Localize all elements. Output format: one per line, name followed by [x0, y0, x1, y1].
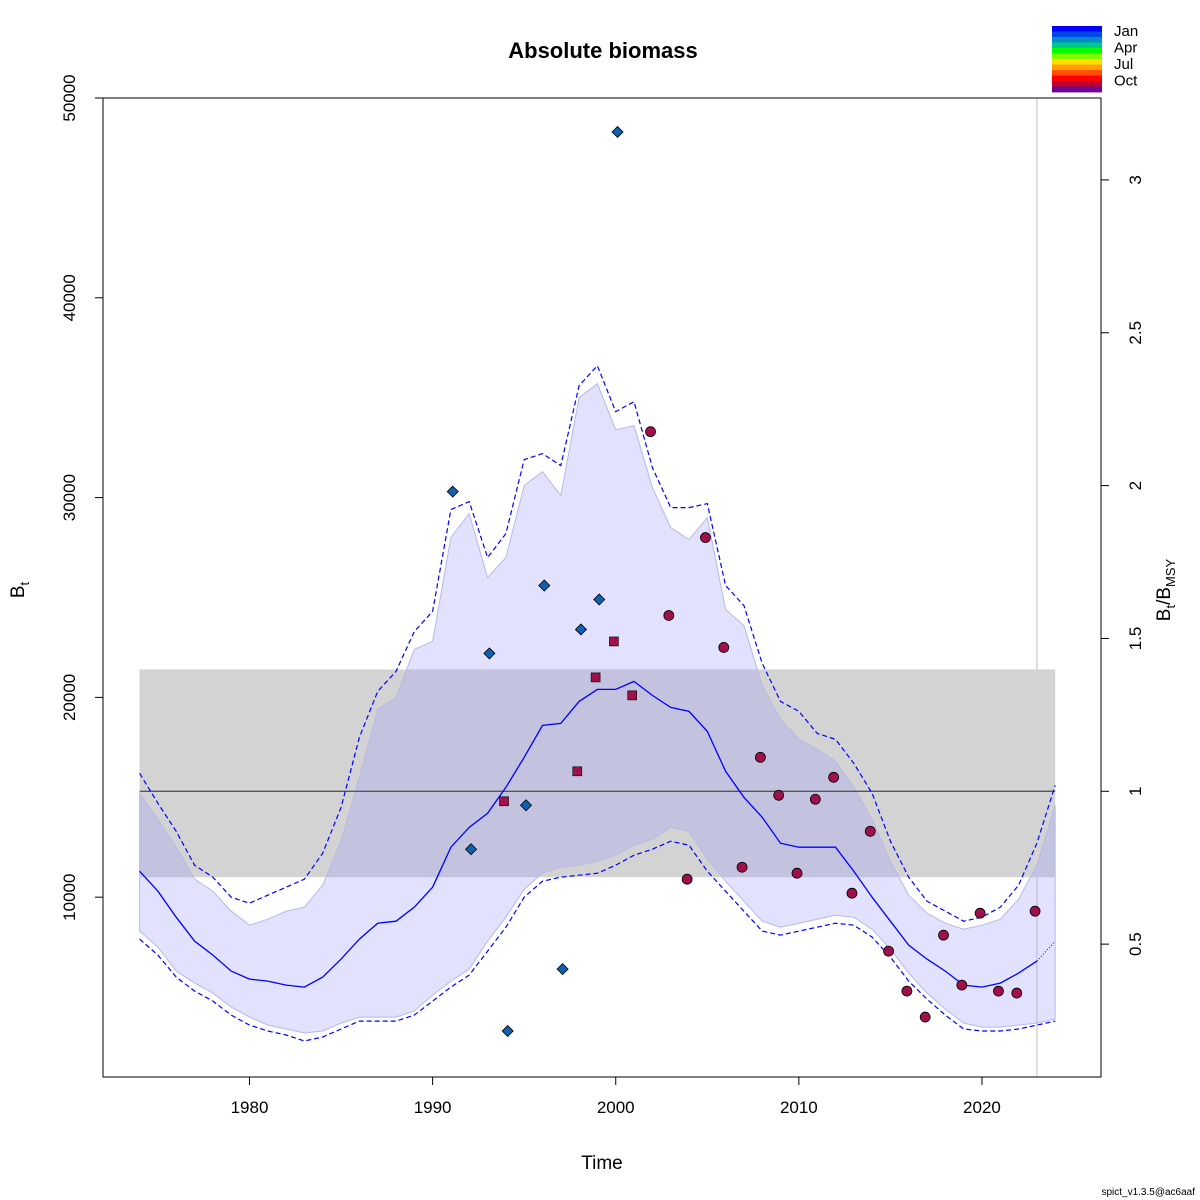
bmsy-confidence-band [139, 669, 1056, 878]
y-axis-label-sub: t [17, 581, 32, 585]
y2-label-sub-msy: MSY [1163, 558, 1178, 587]
index2-point [627, 690, 638, 701]
index3-point [700, 532, 711, 543]
lower-ci-line [139, 840, 1056, 1042]
confidence-fill-layer [139, 382, 1056, 1034]
index3-point [791, 867, 803, 879]
legend-swatch [1052, 37, 1102, 43]
index3-point [828, 771, 840, 783]
index2-point [572, 766, 583, 777]
index1-point [593, 593, 606, 606]
y-axis-label-main: B [8, 585, 29, 598]
index3-point [681, 873, 693, 885]
index1-point [611, 125, 624, 139]
biomass-ci-fill [139, 382, 1056, 1034]
index1-point [483, 647, 496, 660]
x-tick-label: 1990 [414, 1098, 452, 1117]
biomass-estimate-line [139, 680, 1038, 988]
legend-swatch [1052, 31, 1102, 38]
legend-swatch [1052, 53, 1102, 60]
y2-tick-label: 0.5 [1126, 932, 1145, 956]
x-tick-label: 2020 [963, 1098, 1001, 1117]
index1-point [538, 579, 551, 592]
y2-label-b: B [1154, 609, 1175, 622]
index3-point [993, 985, 1004, 997]
y2-tick-label: 1 [1126, 787, 1145, 796]
x-tick-label: 1980 [231, 1098, 269, 1117]
index3-point [645, 426, 656, 438]
version-label: spict_v1.3.5@ac6aaf [1101, 1187, 1195, 1198]
index1-point [556, 963, 569, 976]
index3-point [718, 642, 730, 653]
index3-point [864, 825, 876, 837]
index1-point [465, 843, 478, 856]
legend-label: Jul [1114, 56, 1133, 73]
legend-swatch [1052, 70, 1102, 76]
y2-tick-label: 3 [1126, 175, 1145, 184]
y-tick-label: 40000 [60, 274, 79, 321]
index3-point [974, 907, 986, 919]
index3-point [919, 1011, 931, 1023]
index3-point [956, 979, 968, 991]
index1-point [519, 799, 533, 812]
series-lines-layer [139, 364, 1056, 1042]
index3-point [663, 610, 675, 621]
index3-point [736, 861, 748, 873]
plot-frame [102, 97, 1102, 1078]
y2-tick-label: 2.5 [1126, 321, 1145, 345]
y2-tick-label: 2 [1126, 481, 1145, 490]
index2-point [499, 796, 509, 807]
index3-point [773, 789, 785, 801]
legend-swatch [1052, 26, 1102, 32]
y-tick-label: 20000 [60, 674, 79, 721]
index3-point [1029, 905, 1041, 917]
legend-label: Oct [1114, 73, 1138, 90]
legend-swatch [1052, 75, 1102, 82]
index3-point [1011, 987, 1023, 999]
index1-point [501, 1024, 514, 1038]
legend-swatch [1052, 59, 1102, 65]
index1-point [446, 485, 459, 498]
observation-points-layer [446, 125, 1041, 1038]
index3-point [846, 887, 858, 899]
index2-point [590, 672, 601, 683]
legend-swatch [1052, 86, 1102, 93]
x-tick-label: 2000 [597, 1098, 635, 1117]
x-tick-label: 2010 [780, 1098, 818, 1117]
legend-label: Jan [1114, 23, 1138, 40]
index2-point [609, 636, 619, 647]
y2-axis: 0.5 1 1.5 2 2.5 3 [1101, 175, 1145, 956]
index3-point [754, 751, 766, 763]
y-axis-label: Bt [8, 581, 32, 598]
legend-swatch [1052, 81, 1102, 87]
index1-point [574, 623, 588, 636]
y-tick-label: 10000 [60, 874, 79, 921]
y2-axis-label: Bt/BMSY [1154, 558, 1178, 621]
index3-point [809, 793, 821, 805]
chart-title: Absolute biomass [508, 38, 697, 63]
legend-swatch [1052, 42, 1102, 49]
bmsy-band-layer [139, 98, 1056, 1077]
y-tick-label: 30000 [60, 474, 79, 521]
index3-point [883, 945, 894, 957]
index3-point [901, 985, 913, 997]
index3-point [938, 929, 949, 941]
y2-label-sub-t: t [1163, 605, 1178, 609]
y2-tick-label: 1.5 [1126, 627, 1145, 651]
legend-swatch [1052, 48, 1102, 54]
x-axis-label: Time [581, 1153, 623, 1174]
x-axis: 1980 1990 2000 2010 2020 [231, 1077, 1001, 1117]
y2-label-sep: /B [1154, 587, 1175, 605]
y-tick-label: 50000 [60, 74, 79, 121]
legend-label: Apr [1114, 40, 1137, 57]
y-axis: 10000 20000 30000 40000 50000 [60, 74, 103, 921]
legend-swatch [1052, 64, 1102, 71]
